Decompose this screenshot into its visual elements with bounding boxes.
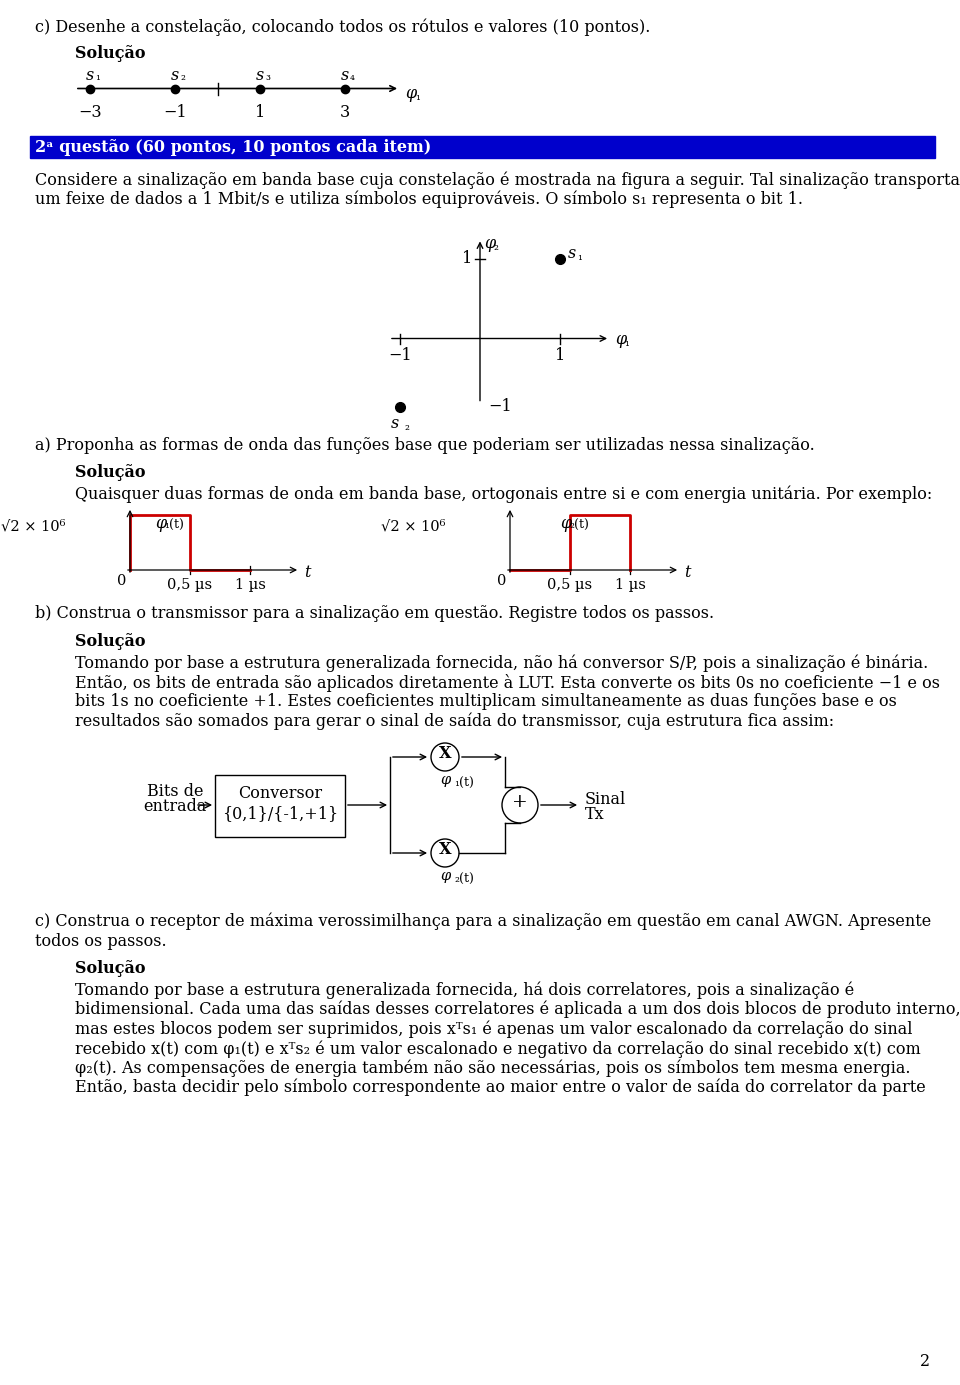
Text: −3: −3 [78,104,102,120]
Text: Então, basta decidir pelo símbolo correspondente ao maior entre o valor de saída: Então, basta decidir pelo símbolo corres… [75,1079,925,1097]
Text: c) Construa o receptor de máxima verossimilhança para a sinalização em questão e: c) Construa o receptor de máxima verossi… [35,913,931,931]
Text: ₁(t): ₁(t) [454,777,474,789]
Text: Tx: Tx [585,806,605,823]
Text: +: + [512,794,528,812]
Text: 0: 0 [496,573,506,589]
Text: Sinal: Sinal [585,791,626,807]
Text: φ₂(t). As compensações de energia também não são necessárias, pois os símbolos t: φ₂(t). As compensações de energia também… [75,1060,910,1078]
Text: 1 µs: 1 µs [614,578,645,591]
Text: ₂(t): ₂(t) [569,519,588,532]
Text: a) Proponha as formas de onda das funções base que poderiam ser utilizadas nessa: a) Proponha as formas de onda das funçõe… [35,436,815,453]
Text: √2 × 10⁶: √2 × 10⁶ [1,519,65,533]
Text: {0,1}/{-1,+1}: {0,1}/{-1,+1} [222,805,338,823]
Text: 2ᵃ questão (60 pontos, 10 pontos cada item): 2ᵃ questão (60 pontos, 10 pontos cada it… [35,138,431,155]
Text: b) Construa o transmissor para a sinalização em questão. Registre todos os passo: b) Construa o transmissor para a sinaliz… [35,605,714,622]
Text: φ: φ [615,331,626,348]
Text: ₃: ₃ [265,71,270,83]
Text: 2: 2 [920,1353,930,1370]
Text: ₁: ₁ [577,249,582,263]
Text: t: t [304,564,310,580]
Text: X: X [439,745,451,763]
Text: Solução: Solução [75,960,146,976]
Text: ₂: ₂ [404,420,409,432]
Text: Conversor: Conversor [238,785,322,802]
FancyBboxPatch shape [215,776,345,837]
Text: c) Desenhe a constelação, colocando todos os rótulos e valores (10 pontos).: c) Desenhe a constelação, colocando todo… [35,18,650,36]
Text: Então, os bits de entrada são aplicados diretamente à LUT. Esta converte os bits: Então, os bits de entrada são aplicados … [75,673,940,691]
Text: mas estes blocos podem ser suprimidos, pois xᵀs₁ é apenas um valor escalonado da: mas estes blocos podem ser suprimidos, p… [75,1021,913,1037]
Text: ₂(t): ₂(t) [454,873,474,886]
Text: 0,5 µs: 0,5 µs [167,578,212,591]
Text: φ: φ [405,84,417,101]
Text: φ: φ [560,515,571,532]
Text: bits 1s no coeficiente +1. Estes coeficientes multiplicam simultaneamente as dua: bits 1s no coeficiente +1. Estes coefici… [75,692,897,711]
Text: √2 × 10⁶: √2 × 10⁶ [380,519,445,533]
Text: todos os passos.: todos os passos. [35,932,167,950]
Text: ₂: ₂ [180,71,185,83]
Text: s: s [86,66,94,84]
Text: ₁: ₁ [95,71,100,83]
Text: −1: −1 [388,346,412,363]
Text: ₄: ₄ [350,71,355,83]
Text: φ: φ [440,773,450,787]
Text: 3: 3 [340,104,350,120]
Text: 1: 1 [555,346,565,363]
Text: 1 µs: 1 µs [234,578,265,591]
Text: Quaisquer duas formas de onda em banda base, ortogonais entre si e com energia u: Quaisquer duas formas de onda em banda b… [75,486,932,503]
Text: entrada: entrada [143,798,206,814]
Text: Tomando por base a estrutura generalizada fornecida, não há conversor S/P, pois : Tomando por base a estrutura generalizad… [75,654,928,672]
Text: bidimensional. Cada uma das saídas desses correlatores é aplicada a um dos dois : bidimensional. Cada uma das saídas desse… [75,1001,960,1018]
Text: ₁: ₁ [415,90,420,102]
Text: φ: φ [440,868,450,884]
Text: 0,5 µs: 0,5 µs [547,578,592,591]
Text: X: X [439,842,451,859]
Text: s: s [256,66,264,84]
Text: Considere a sinalização em banda base cuja constelação é mostrada na figura a se: Considere a sinalização em banda base cu… [35,172,960,188]
Text: 1: 1 [254,104,265,120]
Text: Solução: Solução [75,464,146,481]
Text: φ: φ [155,515,166,532]
Text: Tomando por base a estrutura generalizada fornecida, há dois correlatores, pois : Tomando por base a estrutura generalizad… [75,982,854,999]
Text: ₂: ₂ [493,240,498,252]
Text: resultados são somados para gerar o sinal de saída do transmissor, cuja estrutur: resultados são somados para gerar o sina… [75,712,834,730]
Text: recebido x(t) com φ₁(t) e xᵀs₂ é um valor escalonado e negativo da correlação do: recebido x(t) com φ₁(t) e xᵀs₂ é um valo… [75,1040,921,1058]
Text: 0: 0 [116,573,126,589]
Text: 1: 1 [462,251,472,267]
Text: ₁(t): ₁(t) [164,519,184,532]
Text: Solução: Solução [75,633,146,650]
Bar [30,136,935,158]
Text: s: s [341,66,349,84]
Text: −1: −1 [488,397,512,415]
Text: um feixe de dados a 1 Mbit/s e utiliza símbolos equiprováveis. O símbolo s₁ repr: um feixe de dados a 1 Mbit/s e utiliza s… [35,191,803,209]
Text: ₁: ₁ [624,335,629,349]
Text: t: t [684,564,690,580]
Text: Solução: Solução [75,46,146,62]
Text: s: s [171,66,180,84]
Text: −1: −1 [163,104,187,120]
Text: s: s [391,414,399,432]
Text: Bits de: Bits de [147,783,204,801]
Text: s: s [568,245,576,262]
Text: φ: φ [484,234,495,252]
